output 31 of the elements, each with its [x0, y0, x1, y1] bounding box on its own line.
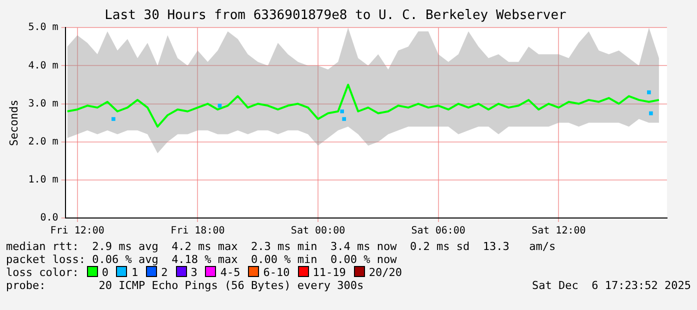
point [342, 117, 346, 121]
y-axis-title: Seconds [7, 100, 20, 146]
x-tick-label: Fri 18:00 [170, 226, 225, 237]
legend-title: loss color: [6, 266, 79, 279]
text: Sat Dec 6 17:23:52 2025 [532, 279, 691, 292]
point [647, 90, 651, 94]
point [649, 111, 653, 116]
y-tick-label: 0.0 [40, 212, 58, 224]
legend-label: 4-5 [220, 266, 240, 279]
x-tick-label: Sat 00:00 [290, 226, 346, 237]
text: probe: 20 ICMP Echo Pings (56 Bytes) every 300s [6, 279, 364, 292]
legend-label: 2 [161, 266, 168, 279]
x-tick-label: Sat 12:00 [532, 226, 586, 237]
point [340, 109, 344, 114]
legend-label: 1 [131, 266, 138, 279]
x-tick-label: Fri 12:00 [50, 226, 104, 237]
y-tick-label: 5.0 m [28, 22, 58, 34]
y-tick-label: 4.0 m [28, 60, 58, 72]
legend-label: 20/20 [368, 266, 402, 279]
y-tick-label: 2.0 m [28, 136, 58, 148]
legend-label: 11-19 [312, 266, 346, 279]
text: median rtt: 2.9 ms avg 4.2 ms max 2.3 ms min 3.4 ms now 0.2 ms sd 13.3 am/s [6, 240, 557, 253]
y-tick-label: 3.0 m [28, 98, 58, 110]
text: packet loss: 0.06 % avg 4.18 % max 0.00 % min 0.00 % now [6, 253, 398, 266]
legend-label: 3 [190, 266, 198, 279]
y-tick-label: 1.0 m [28, 174, 58, 186]
x-tick-label: Sat 06:00 [411, 226, 466, 237]
legend-label: 6-10 [263, 266, 290, 279]
legend-label: 0 [102, 266, 108, 279]
chart-title: Last 30 Hours from 6336901879e8 to U. C. Berkeley Webserver [104, 8, 567, 24]
point [112, 117, 116, 121]
